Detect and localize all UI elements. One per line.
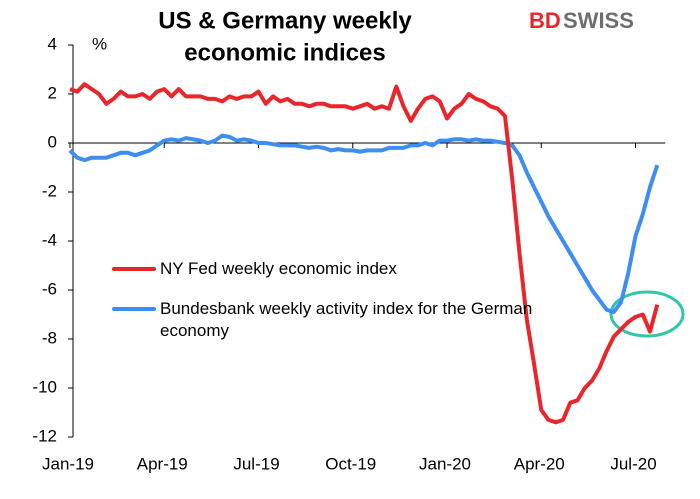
y-unit: % — [92, 34, 107, 53]
chart-title: economic indices — [184, 39, 385, 66]
legend-swatch — [112, 307, 156, 311]
x-tick-label: Apr-20 — [514, 454, 565, 473]
logo: BD — [529, 8, 561, 33]
legend-label: Bundesbank weekly activity index for the… — [160, 299, 533, 340]
x-tick-label: Jan-19 — [42, 454, 94, 473]
series-line — [69, 82, 660, 425]
highlight-ellipse — [609, 290, 685, 338]
chart-title: US & Germany weekly — [158, 7, 412, 34]
legend-item: Bundesbank weekly activity index for the… — [112, 298, 550, 342]
y-tick-label: -8 — [42, 328, 57, 347]
x-tick-label: Jul-19 — [233, 454, 279, 473]
legend-swatch — [112, 267, 156, 271]
y-tick-label: -12 — [32, 426, 57, 445]
x-tick-label: Oct-19 — [325, 454, 376, 473]
logo: SWISS — [563, 8, 634, 33]
y-tick-label: -4 — [42, 230, 57, 249]
y-tick-label: -10 — [32, 377, 57, 396]
y-tick-label: 2 — [48, 83, 57, 102]
series-line — [68, 133, 660, 315]
y-tick-label: 4 — [48, 34, 57, 53]
legend-label: NY Fed weekly economic index — [160, 259, 397, 278]
legend-item: NY Fed weekly economic index — [112, 258, 550, 280]
y-tick-label: 0 — [48, 132, 57, 151]
legend: NY Fed weekly economic index Bundesbank w… — [112, 258, 550, 342]
x-tick-label: Apr-19 — [137, 454, 188, 473]
x-tick-label: Jul-20 — [610, 454, 656, 473]
y-tick-label: -2 — [42, 181, 57, 200]
x-tick-label: Jan-20 — [419, 454, 471, 473]
y-tick-label: -6 — [42, 279, 57, 298]
